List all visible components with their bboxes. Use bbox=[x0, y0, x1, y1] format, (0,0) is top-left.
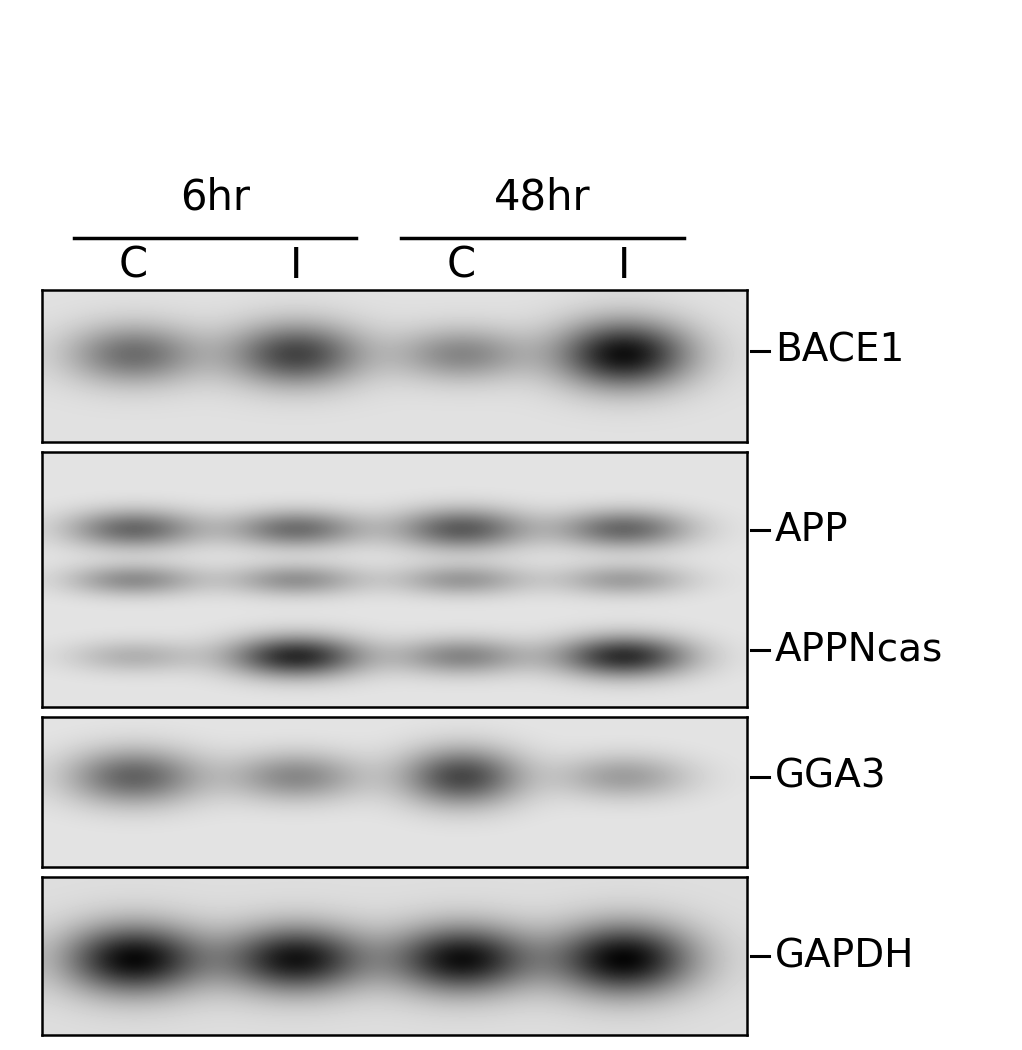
Text: BACE1: BACE1 bbox=[775, 332, 904, 370]
Text: APPNcas: APPNcas bbox=[775, 631, 943, 669]
Text: APP: APP bbox=[775, 510, 848, 549]
Text: I: I bbox=[289, 245, 301, 287]
Text: 48hr: 48hr bbox=[495, 176, 591, 218]
Text: C: C bbox=[447, 245, 476, 287]
Text: C: C bbox=[120, 245, 148, 287]
Text: GAPDH: GAPDH bbox=[775, 937, 915, 975]
Text: GGA3: GGA3 bbox=[775, 758, 887, 796]
Text: I: I bbox=[617, 245, 630, 287]
Text: 6hr: 6hr bbox=[180, 176, 249, 218]
